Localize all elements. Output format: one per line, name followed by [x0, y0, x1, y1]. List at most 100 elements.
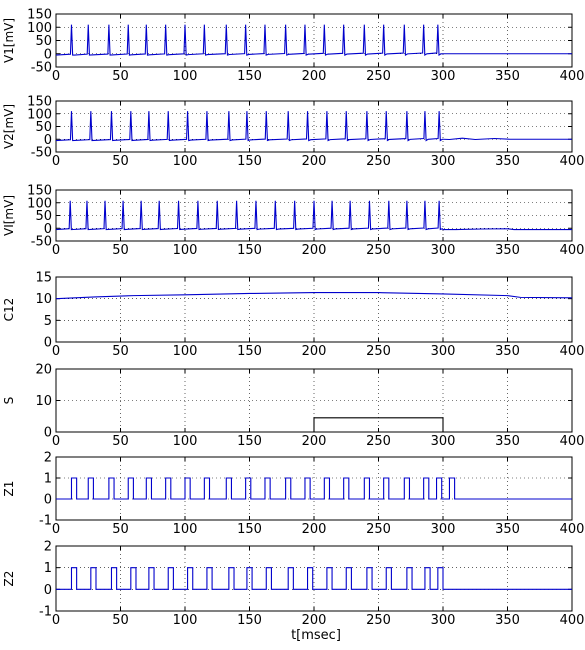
x-tick-label: 400: [560, 243, 585, 258]
y-axis-label: S: [2, 397, 16, 405]
x-tick-label: 400: [560, 154, 585, 169]
x-tick-label: 100: [173, 69, 198, 84]
x-tick-label: 50: [112, 613, 129, 628]
x-tick-label: 200: [302, 344, 327, 359]
x-tick-label: 250: [366, 344, 391, 359]
panel-1: 0 50 100 150 200 250 300 350 400-50050100150V1[m…: [2, 8, 584, 85]
y-tick-label: 0: [44, 47, 52, 62]
y-tick-label: 50: [35, 34, 52, 49]
y-tick-label: 0: [44, 493, 52, 508]
x-tick-label: 150: [237, 344, 262, 359]
x-tick-label: 250: [366, 522, 391, 537]
x-tick-label: 150: [237, 69, 262, 84]
y-tick-label: 100: [27, 107, 52, 122]
x-tick-label: 0: [52, 243, 60, 258]
y-tick-label: 150: [27, 184, 52, 199]
x-tick-label: 100: [173, 522, 198, 537]
x-tick-label: 200: [302, 522, 327, 537]
y-tick-label: -50: [31, 235, 52, 250]
y-tick-label: 20: [35, 363, 52, 378]
x-tick-label: 350: [495, 613, 520, 628]
x-tick-label: 250: [366, 613, 391, 628]
panel-5: 0 50 100 150 200 250 300 350 400 0 10 20 S: [2, 363, 584, 450]
y-tick-label: 50: [35, 209, 52, 224]
x-tick-label: 350: [495, 434, 520, 449]
series-line: [56, 417, 572, 433]
y-tick-label: -50: [31, 146, 52, 161]
x-tick-label: 300: [431, 344, 456, 359]
y-tick-label: 0: [44, 336, 52, 351]
x-tick-label: 0: [52, 69, 60, 84]
x-tick-label: 0: [52, 344, 60, 359]
x-tick-label: 250: [366, 154, 391, 169]
y-tick-label: 10: [35, 394, 52, 409]
x-tick-label: 50: [112, 154, 129, 169]
y-axis-label: V2[mV]: [2, 104, 16, 149]
x-tick-label: 200: [302, 243, 327, 258]
x-tick-label: 350: [495, 69, 520, 84]
x-tick-label: 200: [302, 613, 327, 628]
y-tick-label: -1: [39, 514, 52, 529]
x-tick-label: 200: [302, 69, 327, 84]
y-axis-label: V1[mV]: [2, 18, 16, 63]
x-tick-label: 200: [302, 154, 327, 169]
y-tick-label: 150: [27, 95, 52, 110]
series-line: [56, 477, 572, 500]
panel-3: 0 50 100 150 200 250 300 350 400-50050100150VI[m…: [2, 184, 584, 259]
x-tick-label: 50: [112, 434, 129, 449]
y-tick-label: 2: [44, 540, 52, 555]
x-tick-label: 400: [560, 522, 585, 537]
x-tick-label: 100: [173, 243, 198, 258]
series-line: [56, 567, 572, 590]
y-tick-label: 5: [44, 314, 52, 329]
x-tick-label: 250: [366, 243, 391, 258]
y-axis-label: Z2: [2, 571, 16, 587]
x-tick-label: 100: [173, 613, 198, 628]
panel-2: 0 50 100 150 200 250 300 350 400-50050100150V2[m…: [2, 95, 584, 170]
x-tick-label: 0: [52, 434, 60, 449]
x-tick-label: 50: [112, 522, 129, 537]
y-tick-label: 1: [44, 472, 52, 487]
x-tick-label: 150: [237, 613, 262, 628]
x-tick-label: 150: [237, 243, 262, 258]
x-tick-label: 150: [237, 434, 262, 449]
series-line: [55, 111, 572, 142]
plot-area: [55, 189, 573, 242]
x-tick-label: 300: [431, 613, 456, 628]
x-tick-label: 350: [495, 243, 520, 258]
y-tick-label: 2: [44, 451, 52, 466]
y-tick-label: 10: [35, 292, 52, 307]
x-tick-label: 50: [112, 344, 129, 359]
x-tick-label: 250: [366, 69, 391, 84]
x-tick-label: 400: [560, 69, 585, 84]
x-tick-label: 300: [431, 69, 456, 84]
x-tick-label: 0: [52, 154, 60, 169]
y-tick-label: 0: [44, 583, 52, 598]
series-line: [55, 24, 572, 57]
x-tick-label: 50: [112, 69, 129, 84]
y-tick-label: 150: [27, 8, 52, 23]
x-axis-label: t[msec]: [291, 628, 341, 643]
y-tick-label: 50: [35, 120, 52, 135]
series-line: [55, 200, 572, 231]
y-tick-label: 1: [44, 561, 52, 576]
x-tick-label: 400: [560, 434, 585, 449]
plot-area: [55, 100, 573, 153]
y-tick-label: 100: [27, 21, 52, 36]
x-tick-label: 150: [237, 154, 262, 169]
x-tick-label: 300: [431, 522, 456, 537]
x-tick-label: 0: [52, 613, 60, 628]
y-axis-label: VI[mV]: [2, 195, 16, 236]
x-tick-label: 100: [173, 434, 198, 449]
x-tick-label: 150: [237, 522, 262, 537]
y-axis-label: C12: [2, 298, 16, 322]
x-tick-label: 200: [302, 434, 327, 449]
x-tick-label: 350: [495, 522, 520, 537]
y-tick-label: 15: [35, 271, 52, 286]
x-tick-label: 100: [173, 344, 198, 359]
plot-area: [55, 13, 573, 68]
x-tick-label: 250: [366, 434, 391, 449]
